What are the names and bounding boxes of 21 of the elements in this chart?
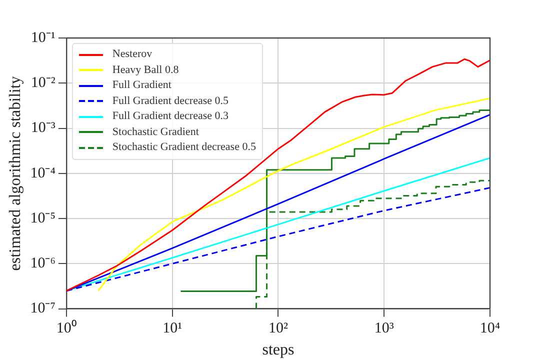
y-tick-label: 10⁻¹ (30, 30, 56, 46)
x-tick-label: 10³ (374, 320, 394, 337)
legend-label: Stochastic Gradient (112, 124, 199, 140)
y-axis-title: estimated algorithmic stability (6, 76, 24, 271)
legend-label: Full Gradient decrease 0.3 (112, 109, 228, 124)
x-tick-label: 10¹ (162, 320, 182, 337)
y-tick-label: 10⁻⁴ (30, 165, 56, 182)
y-tick-label: 10⁻³ (30, 120, 56, 136)
legend-label: Full Gradient decrease 0.5 (112, 94, 228, 108)
y-tick-label: 10⁻⁶ (30, 256, 56, 272)
x-tick-label: 10² (268, 320, 288, 337)
legend-label: Nesterov (112, 47, 152, 62)
x-axis-title: steps (262, 342, 294, 359)
legend-label: Full Gradient (112, 78, 172, 93)
y-tick-label: 10⁻⁷ (30, 300, 56, 317)
x-tick-label: 10⁴ (480, 320, 500, 337)
legend-label: Heavy Ball 0.8 (112, 62, 179, 78)
legend-label: Stochastic Gradient decrease 0.5 (112, 140, 256, 155)
y-tick-label: 10⁻² (30, 75, 56, 92)
x-tick-label: 10⁰ (56, 320, 76, 337)
y-tick-label: 10⁻⁵ (30, 210, 56, 226)
